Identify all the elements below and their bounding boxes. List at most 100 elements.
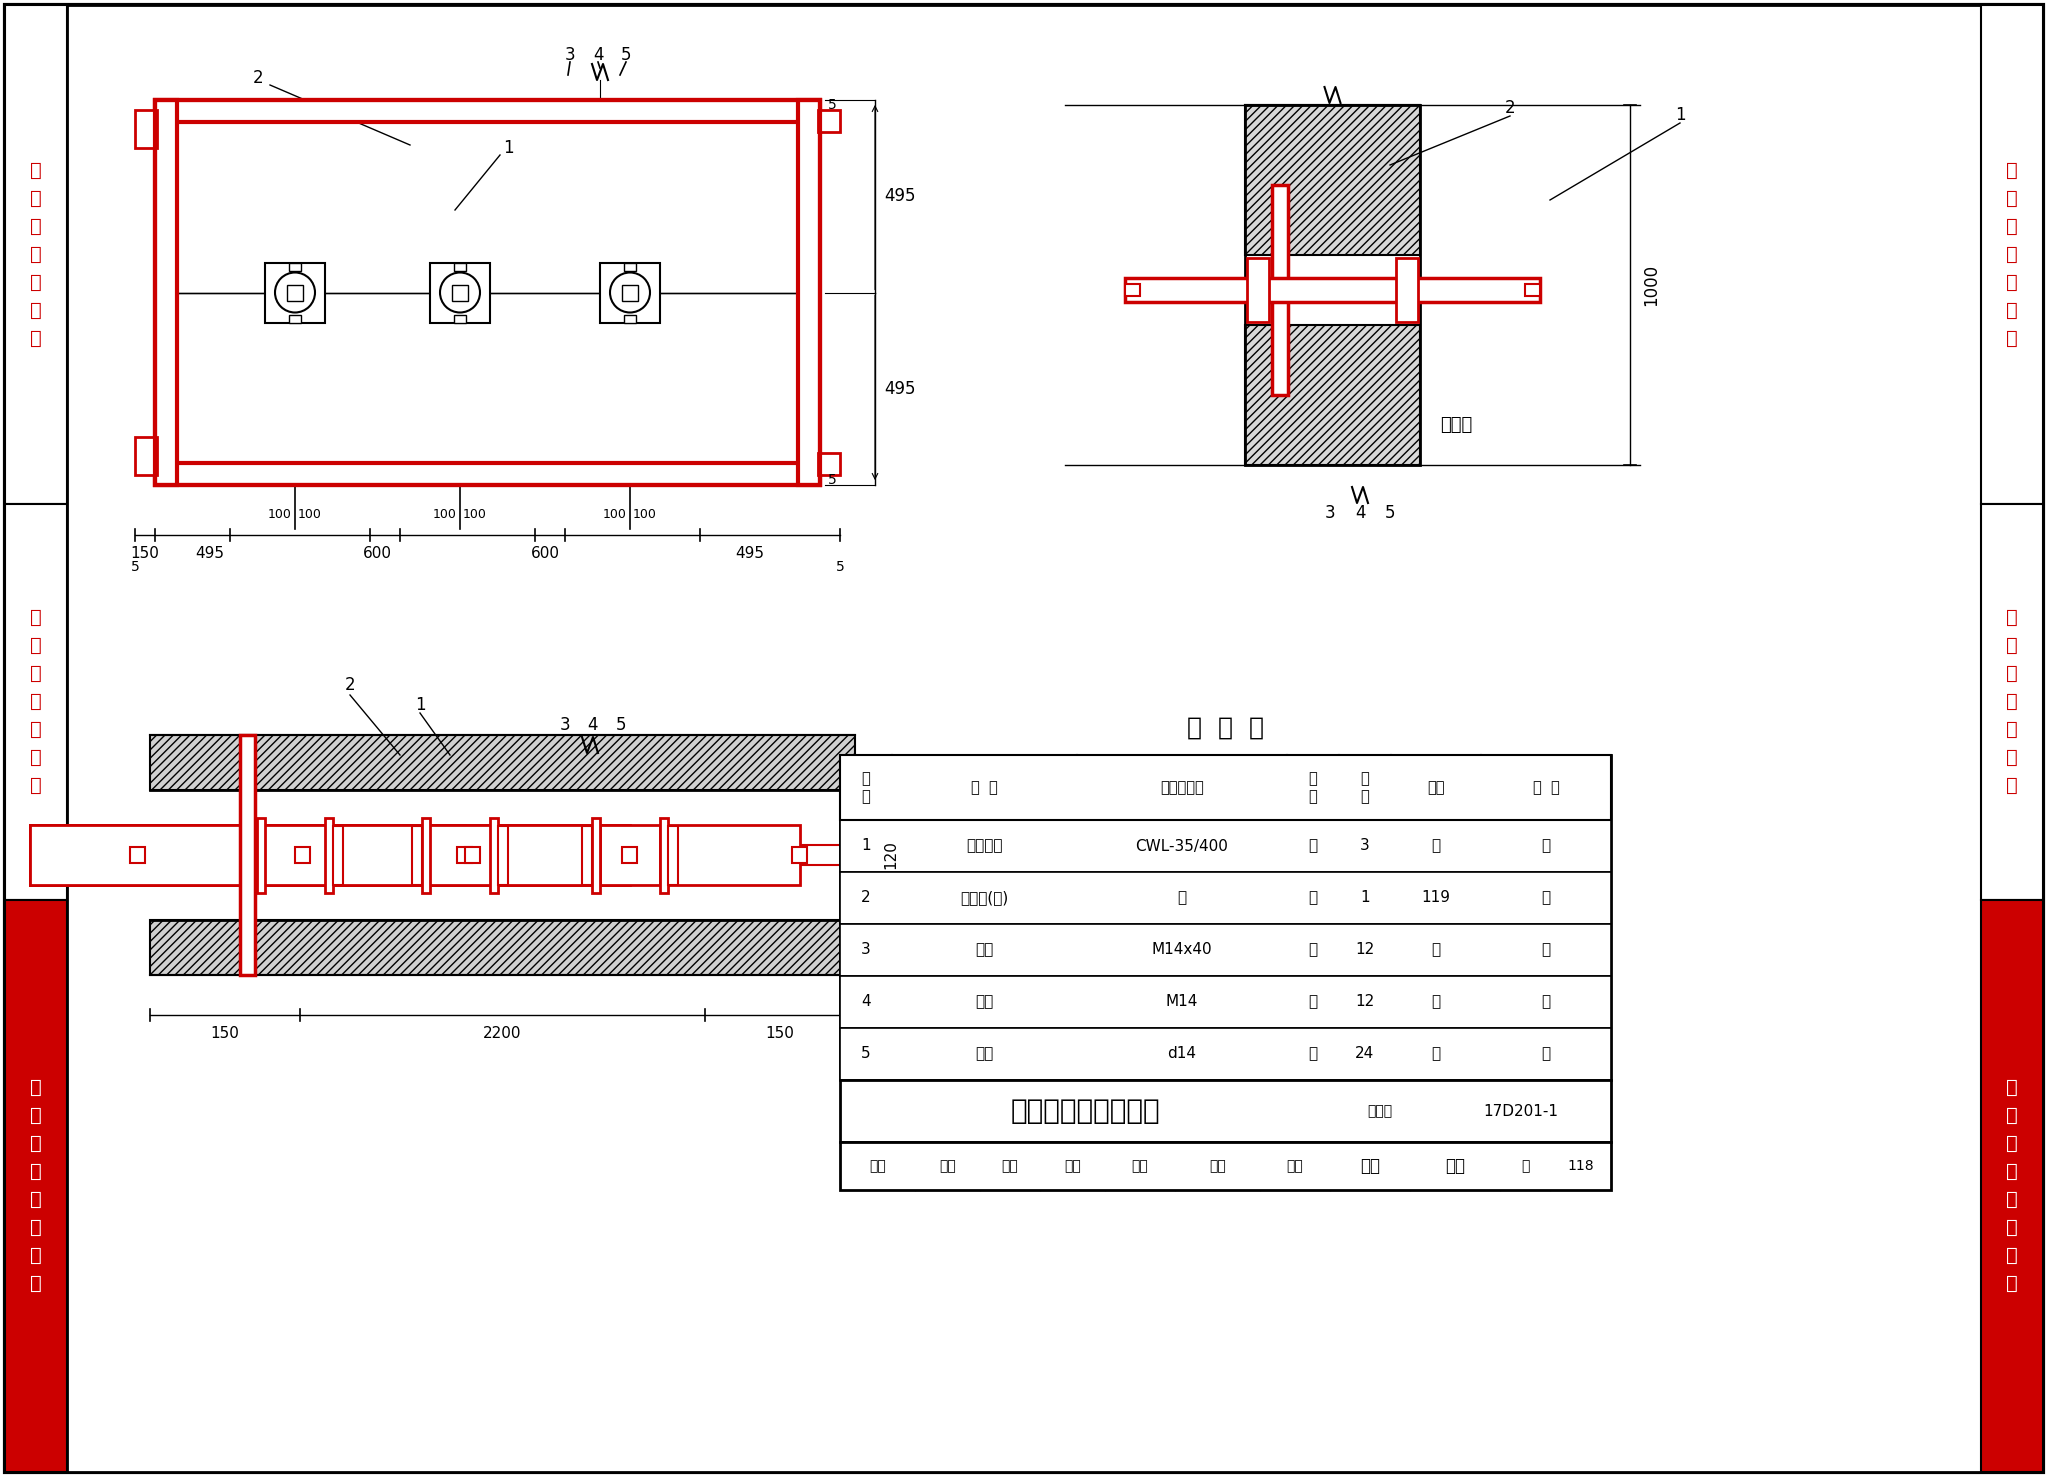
Text: 陈旭: 陈旭 — [940, 1159, 956, 1173]
Bar — [817, 453, 840, 476]
Text: M14: M14 — [1165, 994, 1198, 1009]
Bar — [489, 817, 498, 892]
Bar — [840, 755, 1612, 1080]
Text: 个: 个 — [1309, 994, 1317, 1009]
Text: 螺栓: 螺栓 — [975, 942, 993, 957]
Text: 4: 4 — [1354, 504, 1366, 521]
Text: 校对: 校对 — [1065, 1159, 1081, 1173]
Bar — [135, 109, 158, 148]
Bar — [1980, 4, 2044, 504]
Bar — [1272, 185, 1288, 394]
Bar — [334, 826, 342, 885]
Bar — [430, 826, 489, 885]
Text: 118: 118 — [1567, 1159, 1593, 1173]
Text: －: － — [1432, 839, 1440, 854]
Bar — [817, 109, 840, 131]
Text: 5: 5 — [827, 473, 836, 487]
Text: 单
位: 单 位 — [1309, 771, 1317, 805]
Text: 明  细  表: 明 细 表 — [1188, 716, 1264, 740]
Bar — [289, 263, 301, 270]
Bar — [156, 100, 819, 484]
Text: 100: 100 — [299, 508, 322, 521]
Text: 495: 495 — [195, 545, 225, 560]
Bar — [1124, 278, 1540, 301]
Text: 17D201-1: 17D201-1 — [1483, 1103, 1559, 1118]
Bar — [453, 285, 469, 300]
Bar — [840, 820, 1612, 871]
Bar — [326, 817, 334, 892]
Bar — [489, 826, 631, 885]
Bar — [1245, 105, 1419, 256]
Text: 12: 12 — [1356, 994, 1374, 1009]
Text: 土
建
设
计
任
务
图: 土 建 设 计 任 务 图 — [2007, 609, 2017, 795]
Bar — [326, 826, 465, 885]
Text: 型号及规格: 型号及规格 — [1159, 780, 1204, 795]
Bar — [1124, 284, 1141, 295]
Bar — [150, 736, 854, 790]
Bar — [659, 826, 801, 885]
Bar — [156, 845, 850, 866]
Text: 119: 119 — [1421, 891, 1450, 905]
Bar — [156, 100, 176, 484]
Text: 5: 5 — [616, 716, 627, 734]
Text: 5: 5 — [862, 1047, 870, 1062]
Text: 5: 5 — [131, 560, 139, 575]
Bar — [287, 285, 303, 300]
Text: 审核: 审核 — [868, 1159, 887, 1173]
Text: 个: 个 — [1309, 1047, 1317, 1062]
Text: 常
用
设
备
构
件
安
装: 常 用 设 备 构 件 安 装 — [2007, 1078, 2017, 1294]
Text: 名  称: 名 称 — [971, 780, 997, 795]
Bar — [840, 1028, 1612, 1080]
Text: 150: 150 — [211, 1025, 240, 1040]
Text: －: － — [1542, 942, 1550, 957]
Bar — [793, 846, 807, 863]
Bar — [840, 1142, 1612, 1190]
Bar — [150, 920, 854, 975]
Text: 1: 1 — [502, 139, 514, 157]
Text: 室外侧: 室外侧 — [1440, 417, 1473, 434]
Text: －: － — [1542, 994, 1550, 1009]
Text: 页次: 页次 — [1427, 780, 1444, 795]
Text: 垫圈: 垫圈 — [975, 1047, 993, 1062]
Text: 100: 100 — [633, 508, 657, 521]
Bar — [129, 846, 145, 863]
Text: －: － — [1542, 839, 1550, 854]
Bar — [4, 4, 68, 504]
Bar — [1245, 105, 1419, 465]
Bar — [1980, 504, 2044, 899]
Text: 个: 个 — [1309, 839, 1317, 854]
Text: 常
用
设
备
构
件
安
装: 常 用 设 备 构 件 安 装 — [31, 1078, 41, 1294]
Bar — [31, 826, 264, 885]
Text: 600: 600 — [362, 545, 391, 560]
Text: 编
号: 编 号 — [862, 771, 870, 805]
Text: 4: 4 — [862, 994, 870, 1009]
Bar — [840, 755, 1612, 820]
Bar — [840, 871, 1612, 925]
Text: 梁昆: 梁昆 — [1446, 1156, 1464, 1176]
Text: －: － — [1542, 1047, 1550, 1062]
Text: 个: 个 — [1309, 891, 1317, 905]
Text: 3: 3 — [860, 942, 870, 957]
Text: 3: 3 — [1360, 839, 1370, 854]
Text: 2200: 2200 — [483, 1025, 522, 1040]
Text: 3: 3 — [1325, 504, 1335, 521]
Text: －: － — [1432, 942, 1440, 957]
Text: 1: 1 — [1360, 891, 1370, 905]
Text: 1: 1 — [414, 696, 426, 713]
Bar — [1980, 899, 2044, 1473]
Text: 4: 4 — [588, 716, 598, 734]
Circle shape — [274, 272, 315, 313]
Bar — [623, 285, 639, 300]
Text: 100: 100 — [463, 508, 487, 521]
Text: 安装板(一): 安装板(一) — [961, 891, 1008, 905]
Circle shape — [610, 272, 649, 313]
Bar — [1245, 325, 1419, 465]
Bar — [248, 826, 256, 885]
Bar — [256, 817, 264, 892]
Text: 4: 4 — [592, 46, 604, 64]
Text: 100: 100 — [268, 508, 293, 521]
Circle shape — [440, 272, 479, 313]
Text: －: － — [1178, 891, 1186, 905]
Text: 150: 150 — [766, 1025, 795, 1040]
Text: 100: 100 — [602, 508, 627, 521]
